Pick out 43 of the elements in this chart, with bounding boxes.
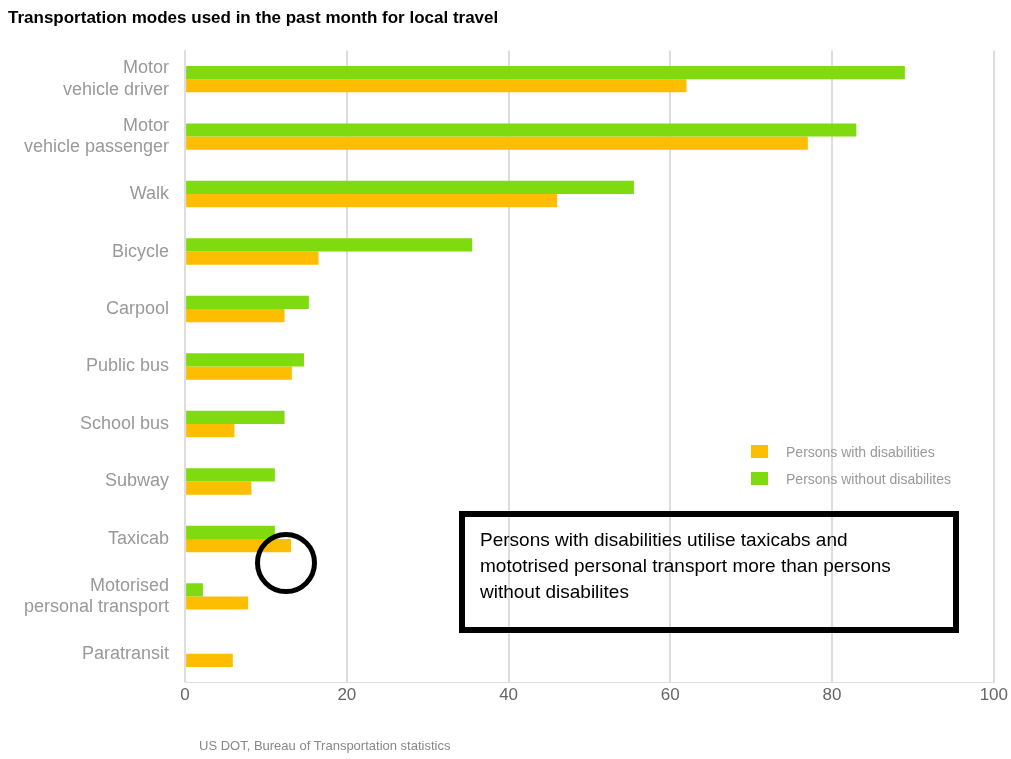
y-tick-label: Motor vehicle driver: [63, 57, 170, 99]
bar: [186, 366, 292, 380]
x-tick-label: 100: [979, 685, 1009, 705]
y-tick-label: Carpool: [106, 298, 170, 318]
bar: [186, 295, 309, 310]
y-tick-label: Public bus: [86, 355, 170, 376]
bar: [186, 194, 558, 208]
text: US DOT, Bureau of Transportation statistics: [199, 738, 451, 753]
bar: [186, 65, 905, 80]
bar: [186, 525, 275, 539]
bar: [186, 136, 808, 150]
y-tick-label: Motorised personal transport: [24, 574, 170, 617]
bar: [186, 353, 304, 367]
chart-title: Transportation modes used in the past month for local travel: [8, 7, 499, 27]
bar: [186, 468, 275, 482]
y-tick-label: Walk: [129, 183, 171, 204]
bar: [186, 180, 634, 195]
bar: [186, 238, 473, 252]
bar: [186, 123, 857, 137]
bar: [186, 583, 203, 597]
x-tick-label: 80: [822, 685, 842, 705]
bar: [186, 309, 285, 323]
bar: [186, 79, 687, 93]
y-tick-label: Bicycle: [112, 240, 170, 261]
y-tick-label: School bus: [80, 412, 170, 433]
x-tick-label: 40: [499, 685, 519, 705]
legend-label: Persons with disabilities: [786, 443, 935, 460]
bar: [186, 423, 235, 438]
y-tick-label: Paratransit: [82, 642, 170, 663]
bar: [186, 653, 233, 668]
legend-label: Persons without disabilites: [786, 470, 951, 487]
x-tick-label: 0: [180, 685, 190, 705]
y-tick-label: Motor vehicle passenger: [24, 114, 170, 157]
bar: [186, 538, 292, 553]
y-tick-label: Taxicab: [108, 527, 170, 548]
x-tick-label: 60: [660, 685, 680, 705]
bar: [186, 481, 252, 495]
annotation: Persons with disabilities utilise taxicabs and mototrised personal transport more than persons without disabilites: [459, 511, 959, 633]
x-tick-label: 20: [337, 685, 357, 705]
bar: [186, 596, 249, 610]
y-tick-label: Subway: [105, 470, 170, 491]
bar: [186, 251, 319, 265]
bar: [186, 410, 285, 424]
